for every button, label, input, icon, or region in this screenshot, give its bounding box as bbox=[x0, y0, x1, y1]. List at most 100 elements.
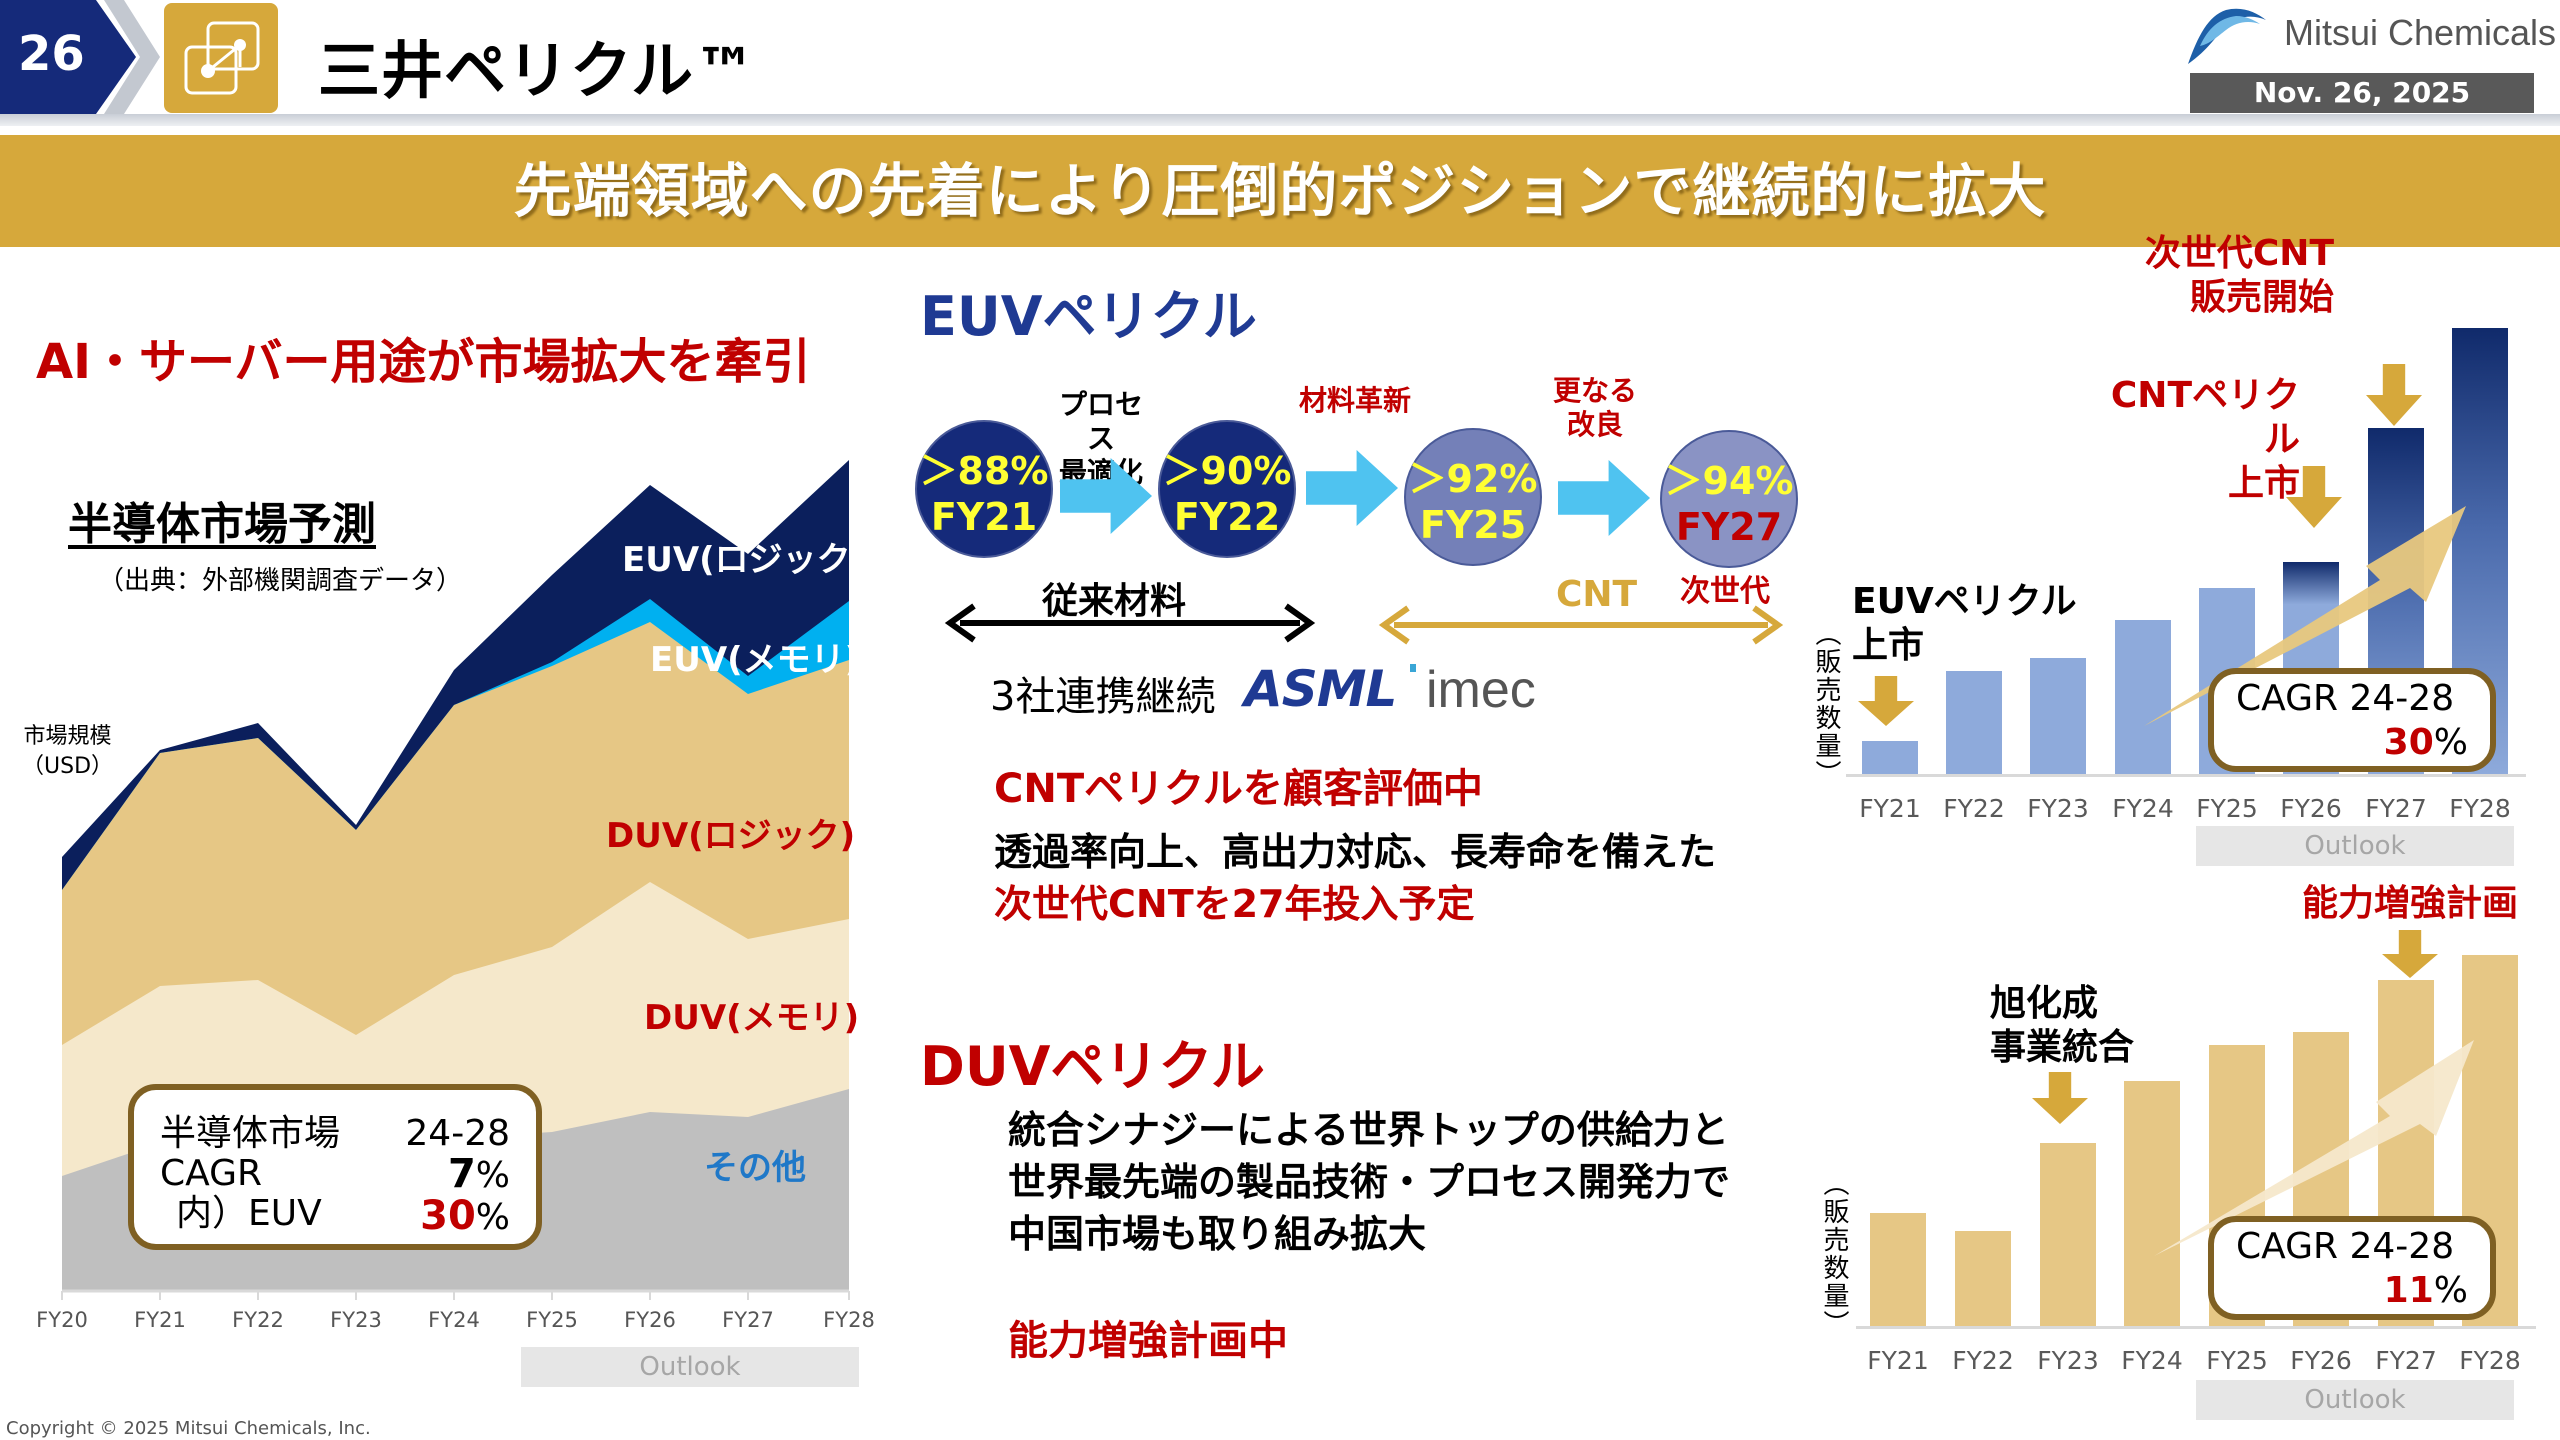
market-cagr-box: 半導体市場 CAGR 内）EUV 24-28 7% 30% bbox=[128, 1084, 542, 1250]
next-gen-label: 次世代 bbox=[1680, 574, 1770, 609]
headline-banner: 先端領域への先着により圧倒的ポジションで継続的に拡大 bbox=[0, 135, 2560, 247]
duv-x-tick: FY27 bbox=[2375, 1346, 2437, 1375]
transmittance-step-fy25: ＞92% FY25 bbox=[1404, 428, 1542, 566]
cagr-market-unit: % bbox=[475, 1155, 510, 1196]
euv-cagr-label: CAGR 24-28 bbox=[2236, 678, 2455, 719]
growth-arrow-icon bbox=[2154, 1040, 2474, 1256]
euv-x-tick: FY26 bbox=[2280, 794, 2342, 823]
x-tick: FY24 bbox=[428, 1308, 480, 1332]
euv-cagr-num: 30 bbox=[2383, 722, 2434, 763]
annotation-next-line2: 販売開始 bbox=[2189, 277, 2334, 318]
transition-3-line1: 更なる bbox=[1552, 374, 1637, 407]
imec-dot-icon bbox=[1410, 664, 1416, 672]
step-year: FY27 bbox=[1675, 505, 1783, 549]
step-percent: ＞88% bbox=[919, 449, 1049, 493]
duv-outlook-band: Outlook bbox=[2196, 1380, 2514, 1420]
conventional-material-label: 従来材料 bbox=[1042, 581, 1187, 622]
annotation-cnt-launch: CNTペリクル 上市 bbox=[2100, 374, 2300, 506]
y-label-line2: （USD） bbox=[22, 754, 114, 779]
arrow-down-icon bbox=[2366, 364, 2422, 426]
duv-section-title: DUVペリクル bbox=[920, 1035, 1265, 1098]
date-badge: Nov. 26, 2025 bbox=[2190, 73, 2534, 113]
annotation-capacity-plan: 能力増強計画 bbox=[2302, 883, 2519, 924]
euv-cagr-value: 30% bbox=[2384, 722, 2468, 763]
cagr-row2-label: CAGR bbox=[160, 1153, 263, 1194]
arrow-down-icon bbox=[1858, 676, 1914, 726]
duv-cagr-unit: % bbox=[2433, 1270, 2468, 1311]
duv-chart-baseline bbox=[1856, 1326, 2536, 1329]
euv-x-tick: FY21 bbox=[1859, 794, 1921, 823]
euv-desc-line2: 次世代CNTを27年投入予定 bbox=[994, 882, 1475, 926]
euv-x-tick: FY28 bbox=[2449, 794, 2511, 823]
euv-chart-y-label: （販売数量） bbox=[1811, 620, 1841, 788]
annotation-launch-line1: EUVペリクル bbox=[1852, 581, 2077, 622]
legend-duv-logic: DUV(ロジック) bbox=[606, 816, 856, 856]
euv-bar-fy23 bbox=[2030, 658, 2086, 774]
cagr-euv-unit: % bbox=[475, 1197, 510, 1238]
annotation-euv-launch: EUVペリクル 上市 bbox=[1852, 580, 2077, 668]
company-name: Mitsui Chemicals bbox=[2284, 12, 2557, 53]
euv-bar-fy21 bbox=[1862, 741, 1918, 774]
duv-desc-line1: 統合シナジーによる世界トップの供給力と bbox=[1008, 1108, 1729, 1152]
euv-cagr-unit: % bbox=[2433, 722, 2468, 763]
legend-duv-memory: DUV(メモリ) bbox=[644, 998, 860, 1038]
x-tick: FY27 bbox=[722, 1308, 774, 1332]
cagr-row3-label: 内）EUV bbox=[176, 1193, 322, 1234]
euv-x-tick: FY27 bbox=[2365, 794, 2427, 823]
step-percent: ＞92% bbox=[1408, 457, 1538, 501]
x-tick: FY22 bbox=[232, 1308, 284, 1332]
annotation-cnt-line1: CNTペリクル bbox=[2110, 375, 2300, 460]
euv-x-tick: FY23 bbox=[2027, 794, 2089, 823]
market-chart-source: （出典：外部機関調査データ） bbox=[98, 566, 463, 596]
imec-logo: imec bbox=[1426, 661, 1536, 719]
asml-logo: ASML bbox=[1244, 660, 1397, 718]
duv-cagr-label: CAGR 24-28 bbox=[2236, 1226, 2455, 1267]
duv-bar-fy23 bbox=[2040, 1143, 2096, 1326]
market-outlook-band: Outlook bbox=[521, 1347, 859, 1387]
y-label-line1: 市場規模 bbox=[23, 724, 112, 749]
duv-x-tick: FY26 bbox=[2290, 1346, 2352, 1375]
cnt-range-arrow-icon bbox=[1378, 605, 1784, 645]
annotation-launch-line2: 上市 bbox=[1852, 625, 1925, 666]
step-percent: ＞90% bbox=[1162, 449, 1292, 493]
header-divider bbox=[0, 114, 2560, 126]
transition-process-opt: プロセス 最適化 bbox=[1046, 388, 1156, 490]
cnt-label: CNT bbox=[1556, 574, 1638, 615]
duv-desc-line2: 世界最先端の製品技術・プロセス開発力で bbox=[1008, 1160, 1731, 1204]
duv-description: 統合シナジーによる世界トップの供給力と 世界最先端の製品技術・プロセス開発力で … bbox=[1008, 1104, 1730, 1260]
transition-further-improvement: 更なる 改良 bbox=[1540, 374, 1650, 442]
duv-x-tick: FY24 bbox=[2121, 1346, 2183, 1375]
duv-bar-fy22 bbox=[1955, 1231, 2011, 1326]
legend-others: その他 bbox=[704, 1148, 806, 1188]
cagr-labels: 半導体市場 CAGR 内）EUV bbox=[160, 1114, 340, 1234]
cagr-row1-label: 半導体市場 bbox=[160, 1113, 341, 1154]
euv-bar-fy22 bbox=[1946, 671, 2002, 774]
legend-euv-logic: EUV(ロジック) bbox=[622, 540, 867, 580]
euv-bar-fy24 bbox=[2115, 620, 2171, 774]
slide-number: 26 bbox=[18, 26, 85, 82]
duv-x-tick: FY28 bbox=[2459, 1346, 2521, 1375]
duv-x-tick: FY25 bbox=[2206, 1346, 2268, 1375]
duv-x-tick: FY21 bbox=[1867, 1346, 1929, 1375]
x-tick: FY23 bbox=[330, 1308, 382, 1332]
duv-capacity-plan: 能力増強計画中 bbox=[1008, 1318, 1288, 1364]
partnership-text: 3社連携継続 bbox=[990, 674, 1216, 720]
growth-arrow-icon bbox=[2144, 506, 2466, 726]
flow-arrow-icon bbox=[1306, 450, 1398, 526]
step-percent: ＞94% bbox=[1664, 459, 1794, 503]
duv-chart-y-label: （販売数量） bbox=[1819, 1170, 1849, 1338]
euv-x-tick: FY25 bbox=[2196, 794, 2258, 823]
transition-material-innovation: 材料革新 bbox=[1298, 384, 1411, 417]
euv-desc-line1: 透過率向上、高出力対応、長寿命を備えた bbox=[994, 830, 1717, 874]
conventional-range-arrow-icon bbox=[944, 603, 1316, 643]
x-tick: FY28 bbox=[823, 1308, 875, 1332]
annotation-asahi-merger: 旭化成 事業統合 bbox=[1990, 982, 2134, 1070]
pellicle-icon bbox=[164, 3, 278, 113]
step-year: FY22 bbox=[1173, 495, 1281, 539]
annotation-next-line1: 次世代CNT bbox=[2144, 233, 2334, 274]
duv-bar-fy24 bbox=[2124, 1081, 2180, 1326]
legend-euv-memory: EUV(メモリ) bbox=[650, 640, 861, 680]
transition-1-line1: プロセス bbox=[1058, 388, 1143, 455]
cagr-euv-value: 30 bbox=[420, 1193, 476, 1239]
market-y-axis-label: 市場規模 （USD） bbox=[22, 722, 113, 782]
